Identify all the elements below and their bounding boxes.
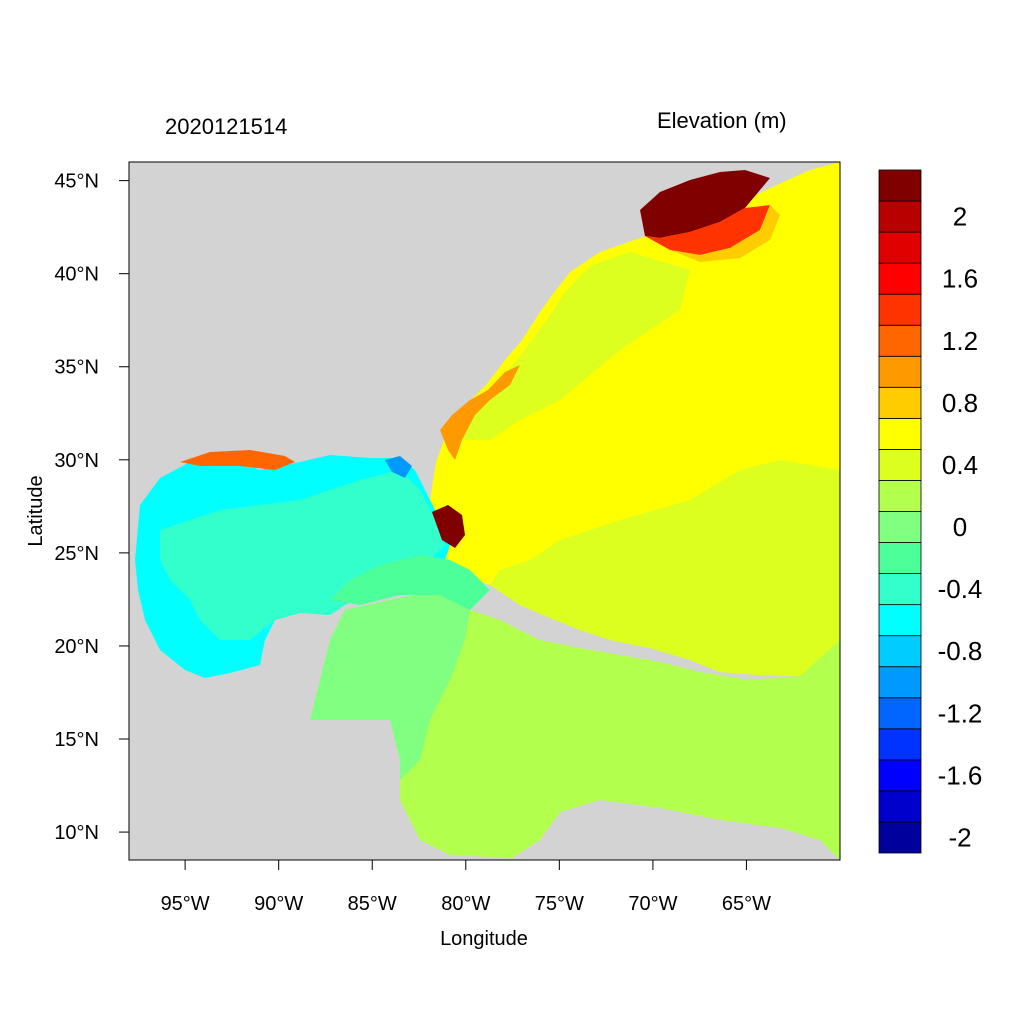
straits-band [330,555,490,610]
colorbar-swatch [878,480,922,512]
big-bend-low [385,456,412,478]
colorbar-label: 0.4 [942,450,978,480]
x-tick-label: 65°W [722,893,771,915]
y-axis-ticks: 45°N 40°N 35°N 30°N 25°N 20°N 15°N 10°N [54,171,129,844]
colorbar-label: 0 [953,512,967,542]
colorbar-swatch [878,355,922,388]
colorbar-swatch [878,262,922,295]
colorbar-swatch [878,511,922,543]
western-caribbean-band [310,590,470,780]
x-tick-label: 75°W [535,893,584,915]
south-florida-surge-region [432,505,465,548]
northeast-surge-halo [645,205,770,255]
y-axis-label: Latitude [25,475,47,546]
colorbar-label: -1.6 [938,760,983,790]
colorbar-swatch [878,790,922,823]
colorbar-swatch [878,604,922,637]
gulf-central-band [160,470,445,640]
offshore-band [490,460,840,680]
date-label: 2020121514 [165,114,287,139]
plot-frame [128,161,841,861]
colorbar-swatch [878,231,922,264]
y-tick-label: 40°N [54,264,99,286]
colorbar-swatch [878,169,922,202]
colorbar-label: -2 [948,822,971,852]
colorbar-swatch [878,635,922,668]
colorbar-swatch [878,542,922,574]
colorbar-swatch [878,293,922,326]
y-tick-label: 10°N [54,822,99,844]
shelf-band [455,252,690,440]
northeast-surge-region [640,170,770,238]
x-tick-label: 95°W [161,893,210,915]
y-tick-label: 20°N [54,636,99,658]
colorbar: -2 -1.6 -1.2 -0.8 -0.4 0 0.4 0.8 1.2 1.6 2 [878,169,983,854]
y-tick-label: 25°N [54,543,99,565]
x-tick-label: 85°W [348,893,397,915]
colorbar-swatch [878,386,922,419]
y-tick-label: 45°N [54,171,99,193]
y-tick-label: 35°N [54,357,99,379]
colorbar-label: 1.6 [942,264,978,294]
gulf-coast-surge [180,450,295,470]
map-area [129,162,840,860]
x-tick-label: 80°W [441,893,490,915]
colorbar-swatch [878,324,922,357]
colorbar-swatch [878,417,922,450]
colorbar-label: -0.8 [938,636,983,666]
x-tick-label: 90°W [254,893,303,915]
colorbar-swatch [878,449,922,481]
x-axis-label: Longitude [440,928,528,950]
colorbar-label: 1.2 [942,326,978,356]
colorbar-swatch [878,728,922,761]
x-tick-label: 70°W [628,893,677,915]
colorbar-swatch [878,697,922,730]
y-tick-label: 15°N [54,729,99,751]
x-axis-ticks: 95°W 90°W 85°W 80°W 75°W 70°W 65°W [161,860,771,915]
northeast-surge-outer [670,205,780,262]
colorbar-swatch [878,759,922,792]
colorbar-label: 0.8 [942,388,978,418]
southeast-coast-surge [440,365,520,460]
y-tick-label: 30°N [54,450,99,472]
colorbar-swatch [878,573,922,606]
colorbar-label: -0.4 [938,574,983,604]
variable-label: Elevation (m) [657,108,787,133]
colorbar-label: 2 [953,202,967,232]
colorbar-swatch [878,666,922,699]
colorbar-swatch [878,200,922,233]
colorbar-swatch [878,821,922,854]
colorbar-label: -1.2 [938,698,983,728]
